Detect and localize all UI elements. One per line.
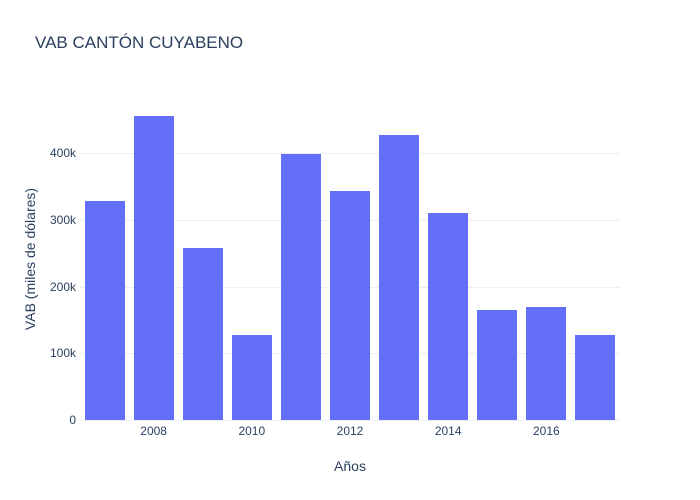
y-tick-label-100k: 100k [49, 346, 76, 361]
x-axis-title: Años [334, 458, 366, 474]
y-tick-label-200k: 200k [49, 279, 76, 294]
x-tick-label-2016: 2016 [533, 424, 560, 438]
bar-2012[interactable] [330, 191, 370, 420]
bar-2015[interactable] [477, 310, 518, 420]
bar-2008[interactable] [133, 116, 174, 420]
x-tick-label-2010: 2010 [238, 424, 266, 438]
y-tick-label-300k: 300k [49, 213, 76, 227]
bar-2007[interactable] [84, 201, 125, 420]
bar-2010[interactable] [231, 335, 272, 420]
x-tick-label-2012: 2012 [336, 424, 364, 438]
bar-2013[interactable] [379, 135, 420, 420]
y-axis-title: VAB (miles de dólares) [22, 187, 38, 331]
y-tick-label-400k: 400k [49, 146, 76, 161]
x-axis-line [80, 420, 620, 421]
y-tick-label-0: 0 [69, 413, 76, 427]
bar-2009[interactable] [182, 248, 223, 420]
chart-title: VAB CANTÓN CUYABENO [35, 33, 244, 52]
bar-2014[interactable] [428, 213, 469, 420]
bar-2011[interactable] [280, 154, 321, 420]
x-tick-label-2014: 2014 [434, 424, 462, 438]
bar-2016[interactable] [526, 306, 567, 420]
plot-area [80, 100, 620, 420]
gridline-400000 [80, 153, 620, 155]
x-tick-label-2008: 2008 [140, 424, 167, 438]
bar-2017[interactable] [575, 334, 616, 420]
